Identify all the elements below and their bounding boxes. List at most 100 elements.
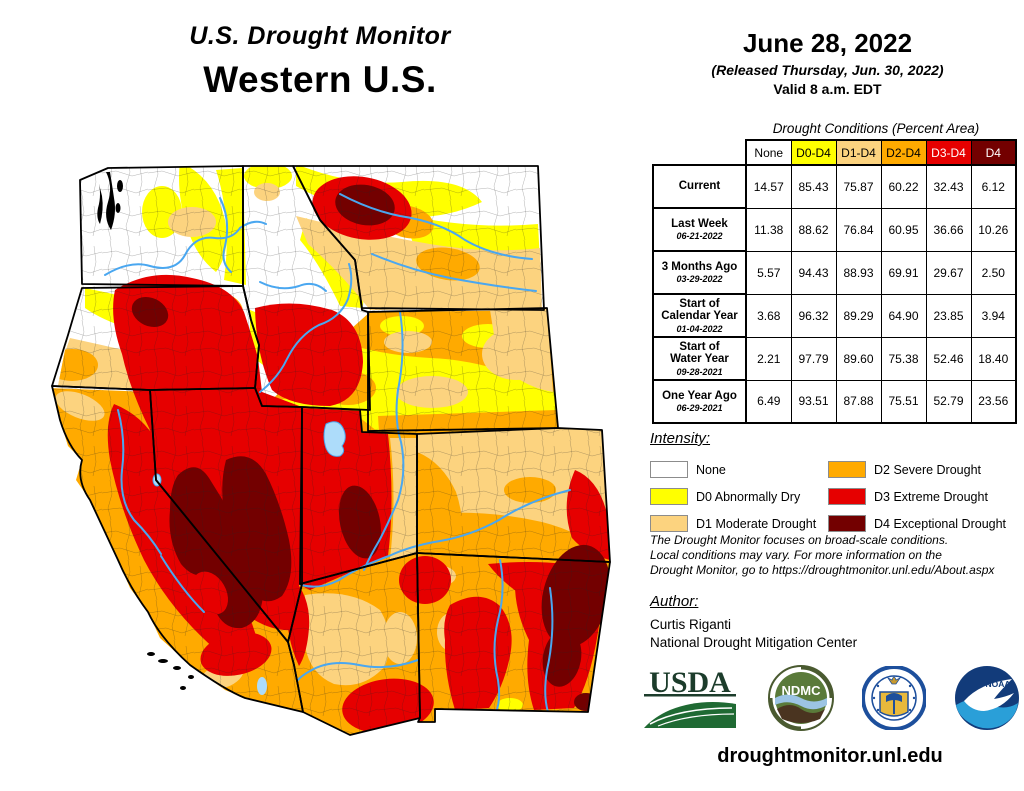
drought-conditions-table: None D0-D4 D1-D4 D2-D4 D3-D4 D4 Current 14.57 8… <box>652 139 1017 424</box>
percent-area-value: 11.38 <box>745 207 792 252</box>
legend-item-d3: D3 Extreme Drought <box>828 483 1020 510</box>
percent-area-value: 69.91 <box>880 250 927 295</box>
percent-area-value: 76.84 <box>835 207 882 252</box>
percent-area-value: 85.43 <box>790 164 837 209</box>
percent-area-value: 29.67 <box>925 250 972 295</box>
row-label: Start of Calendar Year 01-04-2022 <box>652 293 747 338</box>
percent-area-value: 94.43 <box>790 250 837 295</box>
drought-map <box>10 160 630 760</box>
percent-area-value: 52.79 <box>925 379 972 424</box>
author-block: Author: Curtis Riganti National Drought … <box>650 593 1020 650</box>
percent-area-value: 23.85 <box>925 293 972 338</box>
percent-area-value: 75.51 <box>880 379 927 424</box>
map-title-block: U.S. Drought Monitor Western U.S. <box>60 22 580 101</box>
row-label: One Year Ago 06-29-2021 <box>652 379 747 424</box>
column-header-d4: D4 <box>970 139 1017 166</box>
legend-item-d2: D2 Severe Drought <box>828 456 1020 483</box>
percent-area-value: 6.12 <box>970 164 1017 209</box>
date-block: June 28, 2022 (Released Thursday, Jun. 3… <box>640 28 1015 97</box>
legend-swatch <box>828 461 866 478</box>
percent-area-value: 96.32 <box>790 293 837 338</box>
table-row: Start of Calendar Year 01-04-2022 3.68 96.32… <box>652 293 1017 338</box>
percent-area-value: 3.94 <box>970 293 1017 338</box>
disclaimer-line: Drought Monitor, go to https://droughtmo… <box>650 563 995 577</box>
legend-grid: None D2 Severe Drought D0 Abnormally Dry D3… <box>650 456 1020 537</box>
page-title: U.S. Drought Monitor <box>189 22 451 50</box>
percent-area-value: 89.29 <box>835 293 882 338</box>
percent-area-value: 36.66 <box>925 207 972 252</box>
percent-area-value: 6.49 <box>745 379 792 424</box>
percent-area-value: 97.79 <box>790 336 837 381</box>
table-row: Current 14.57 85.43 75.87 60.22 32.43 6.12 <box>652 164 1017 209</box>
ndmc-logo-text: NDMC <box>782 683 822 698</box>
table-row: Last Week 06-21-2022 11.38 88.62 76.84 60.95 3… <box>652 207 1017 252</box>
legend-label: D2 Severe Drought <box>874 462 982 477</box>
percent-area-value: 52.46 <box>925 336 972 381</box>
valid-time: Valid 8 a.m. EDT <box>773 81 882 97</box>
percent-area-value: 23.56 <box>970 379 1017 424</box>
noaa-logo-text: NOAA <box>985 679 1010 689</box>
legend-swatch <box>828 515 866 532</box>
table-row: 3 Months Ago 03-29-2022 5.57 94.43 88.93 69.9… <box>652 250 1017 295</box>
table-body: Current 14.57 85.43 75.87 60.22 32.43 6.12 Last… <box>652 164 1017 424</box>
table-title: Drought Conditions (Percent Area) <box>772 121 980 136</box>
region-title: Western U.S. <box>203 59 437 100</box>
drought-map-svg <box>51 165 611 736</box>
puget-sound <box>97 172 123 230</box>
percent-area-value: 5.57 <box>745 250 792 295</box>
column-header-d3-d4: D3-D4 <box>925 139 972 166</box>
percent-area-value: 88.62 <box>790 207 837 252</box>
intensity-legend: Intensity: None D2 Severe Drought D0 Abnor… <box>650 430 1020 537</box>
drought-fill-layers <box>52 166 610 735</box>
website-url: droughtmonitor.unl.edu <box>717 745 943 767</box>
percent-area-value: 3.68 <box>745 293 792 338</box>
percent-area-value: 87.88 <box>835 379 882 424</box>
usda-logo-text: USDA <box>649 666 731 699</box>
logo-row: USDA NDMC <box>640 665 1020 731</box>
disclaimer-line: The Drought Monitor focuses on broad-sca… <box>650 533 949 547</box>
release-date: (Released Thursday, Jun. 30, 2022) <box>711 62 944 78</box>
column-header-d0-d4: D0-D4 <box>790 139 837 166</box>
row-label: Start of Water Year 09-28-2021 <box>652 336 747 381</box>
author-name: Curtis Riganti <box>650 617 732 632</box>
disclaimer-line: Local conditions may vary. For more info… <box>650 548 942 562</box>
legend-label: D3 Extreme Drought <box>874 489 988 504</box>
row-label: Last Week 06-21-2022 <box>652 207 747 252</box>
great-salt-lake <box>323 421 346 457</box>
percent-area-value: 14.57 <box>745 164 792 209</box>
percent-area-value: 75.38 <box>880 336 927 381</box>
table-row: One Year Ago 06-29-2021 6.49 93.51 87.88 75.5… <box>652 379 1017 424</box>
legend-item-d4: D4 Exceptional Drought <box>828 510 1020 537</box>
state-borders <box>51 165 611 736</box>
legend-label: D0 Abnormally Dry <box>696 489 801 504</box>
row-label: 3 Months Ago 03-29-2022 <box>652 250 747 295</box>
percent-area-value: 60.95 <box>880 207 927 252</box>
percent-area-value: 75.87 <box>835 164 882 209</box>
channel-islands <box>147 652 194 690</box>
percent-area-value: 60.22 <box>880 164 927 209</box>
legend-label: None <box>696 462 726 477</box>
legend-swatch <box>650 488 688 505</box>
intensity-heading: Intensity: <box>650 430 711 447</box>
percent-area-value: 18.40 <box>970 336 1017 381</box>
legend-swatch <box>828 488 866 505</box>
legend-label: D1 Moderate Drought <box>696 516 817 531</box>
legend-swatch <box>650 515 688 532</box>
legend-item-d0: D0 Abnormally Dry <box>650 483 828 510</box>
percent-area-value: 88.93 <box>835 250 882 295</box>
column-header-d1-d4: D1-D4 <box>835 139 882 166</box>
percent-area-value: 32.43 <box>925 164 972 209</box>
column-header-none: None <box>745 139 792 166</box>
author-org: National Drought Mitigation Center <box>650 635 858 650</box>
percent-area-value: 2.21 <box>745 336 792 381</box>
rivers <box>104 193 571 713</box>
percent-area-value: 93.51 <box>790 379 837 424</box>
table-row: Start of Water Year 09-28-2021 2.21 97.79 89.… <box>652 336 1017 381</box>
legend-label: D4 Exceptional Drought <box>874 516 1007 531</box>
legend-item-none: None <box>650 456 828 483</box>
salton-sea <box>257 677 267 695</box>
doc-seal-logo <box>862 666 926 730</box>
table-corner-cell <box>653 140 746 165</box>
author-heading: Author: <box>650 593 699 610</box>
